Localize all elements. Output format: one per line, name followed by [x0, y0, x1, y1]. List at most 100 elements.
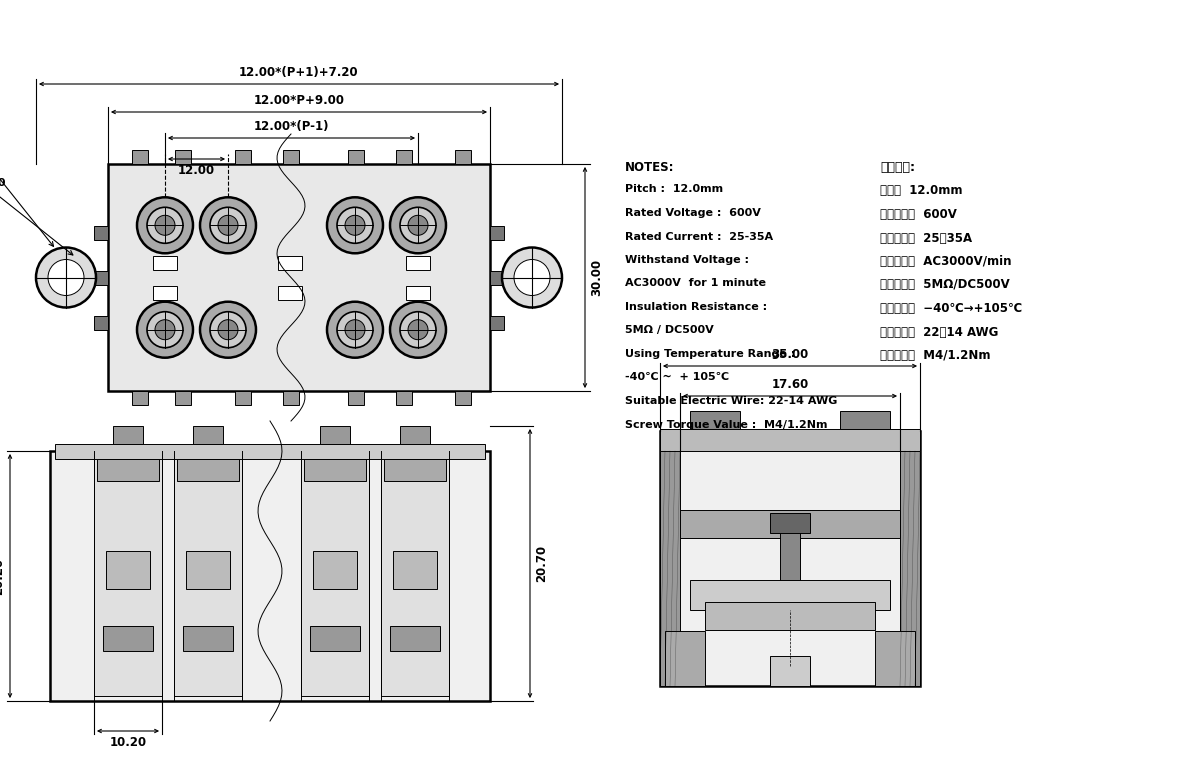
Text: 12.00: 12.00 — [178, 164, 215, 177]
Circle shape — [148, 207, 182, 244]
Bar — [840, 411, 890, 429]
Text: 技术要求:: 技术要求: — [880, 161, 916, 174]
Circle shape — [326, 197, 383, 253]
Bar — [313, 550, 358, 588]
Circle shape — [137, 197, 193, 253]
Bar — [154, 256, 178, 269]
Bar — [390, 626, 440, 651]
Circle shape — [337, 312, 373, 348]
Text: 35.00: 35.00 — [772, 348, 809, 361]
Bar — [55, 444, 485, 459]
Circle shape — [400, 312, 436, 348]
Bar — [132, 391, 148, 405]
Circle shape — [346, 320, 365, 339]
Bar — [665, 631, 706, 686]
Bar — [490, 225, 504, 240]
Circle shape — [200, 197, 256, 253]
Bar — [182, 626, 233, 651]
Text: 20.20: 20.20 — [0, 558, 5, 594]
Bar — [301, 456, 370, 696]
Text: 2-φ7.00: 2-φ7.00 — [0, 132, 54, 247]
Bar — [94, 456, 162, 696]
Bar — [94, 270, 108, 285]
Circle shape — [346, 215, 365, 235]
Text: 30.00: 30.00 — [590, 259, 604, 296]
Bar — [50, 451, 490, 701]
Text: 12.00*P+9.00: 12.00*P+9.00 — [253, 94, 344, 107]
Text: NOTES:: NOTES: — [625, 161, 674, 174]
Circle shape — [502, 247, 562, 307]
Bar — [900, 431, 920, 686]
Circle shape — [36, 247, 96, 307]
Bar — [310, 626, 360, 651]
Circle shape — [408, 215, 428, 235]
Bar — [490, 316, 504, 330]
Bar — [193, 426, 223, 444]
Bar — [875, 631, 916, 686]
Text: Pitch :  12.0mm: Pitch : 12.0mm — [625, 184, 724, 195]
Bar — [174, 456, 242, 696]
Circle shape — [326, 301, 383, 358]
Bar — [186, 550, 230, 588]
Text: 使用条件：  −40℃→+105℃: 使用条件： −40℃→+105℃ — [880, 302, 1022, 315]
Bar — [770, 513, 810, 533]
Text: Insulation Resistance :: Insulation Resistance : — [625, 302, 767, 312]
Circle shape — [218, 320, 238, 339]
Bar — [106, 550, 150, 588]
Text: 耐电压值：  AC3000V/min: 耐电压值： AC3000V/min — [880, 255, 1012, 268]
Text: 17.60: 17.60 — [772, 378, 809, 391]
Bar — [396, 150, 412, 164]
Bar — [680, 510, 900, 538]
Text: Rated Current :  25-35A: Rated Current : 25-35A — [625, 231, 773, 241]
Text: Rated Voltage :  600V: Rated Voltage : 600V — [625, 208, 761, 218]
Bar — [283, 150, 299, 164]
Bar — [283, 391, 299, 405]
Circle shape — [137, 301, 193, 358]
Bar — [348, 150, 364, 164]
Bar — [406, 285, 430, 300]
Circle shape — [408, 320, 428, 339]
Text: Withstand Voltage :: Withstand Voltage : — [625, 255, 749, 265]
Text: 10.20: 10.20 — [109, 736, 146, 749]
Text: 适用线规：  22－14 AWG: 适用线规： 22－14 AWG — [880, 326, 998, 339]
Text: 12.00*(P-1): 12.00*(P-1) — [253, 120, 329, 133]
Circle shape — [48, 260, 84, 295]
Text: 5MΩ / DC500V: 5MΩ / DC500V — [625, 326, 714, 336]
Bar — [455, 150, 470, 164]
Bar — [382, 456, 449, 696]
Bar — [660, 429, 920, 451]
Text: 额定电流：  25－35A: 额定电流： 25－35A — [880, 231, 972, 244]
Bar — [94, 225, 108, 240]
Bar — [113, 426, 143, 444]
Text: 12.00*(P+1)+7.20: 12.00*(P+1)+7.20 — [239, 66, 359, 79]
Bar — [175, 150, 191, 164]
Bar — [770, 656, 810, 686]
Bar — [132, 150, 148, 164]
Bar — [304, 459, 366, 481]
Bar — [154, 285, 178, 300]
Circle shape — [400, 207, 436, 244]
Circle shape — [218, 215, 238, 235]
Circle shape — [210, 312, 246, 348]
Text: Using Temperature Range :: Using Temperature Range : — [625, 349, 796, 359]
Bar — [348, 391, 364, 405]
Text: 20.70: 20.70 — [535, 545, 548, 582]
Circle shape — [390, 301, 446, 358]
Circle shape — [514, 260, 550, 295]
Text: Screw Torque Value :  M4/1.2Nm: Screw Torque Value : M4/1.2Nm — [625, 419, 828, 429]
Bar — [94, 316, 108, 330]
Circle shape — [148, 312, 182, 348]
Bar — [455, 391, 470, 405]
Bar — [97, 459, 158, 481]
Circle shape — [155, 215, 175, 235]
Bar — [490, 270, 504, 285]
Bar — [320, 426, 350, 444]
Circle shape — [200, 301, 256, 358]
Bar — [690, 411, 740, 429]
Bar — [660, 431, 920, 686]
Text: 间距：  12.0mm: 间距： 12.0mm — [880, 184, 962, 198]
Circle shape — [390, 197, 446, 253]
Bar — [178, 459, 239, 481]
Bar — [400, 426, 430, 444]
Bar — [406, 256, 430, 269]
